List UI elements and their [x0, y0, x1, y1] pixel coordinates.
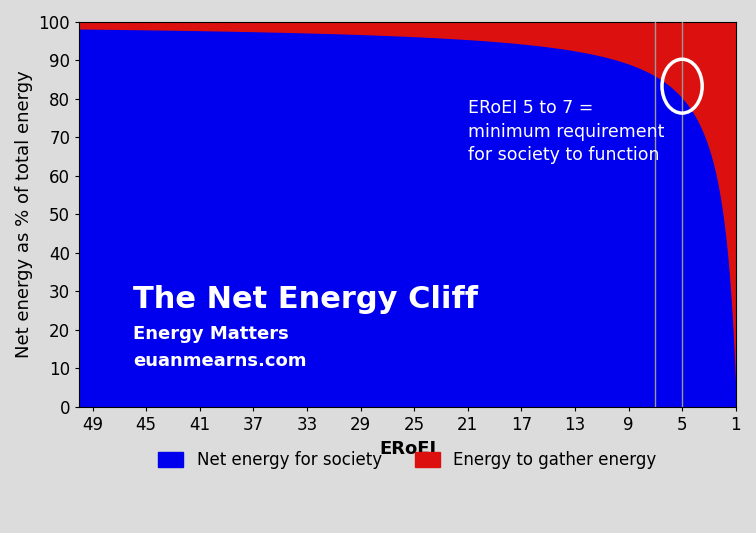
Text: ERoEI 5 to 7 =
minimum requirement
for society to function: ERoEI 5 to 7 = minimum requirement for s… — [468, 99, 664, 164]
Text: The Net Energy Cliff: The Net Energy Cliff — [133, 285, 478, 313]
Y-axis label: Net energy as % of total energy: Net energy as % of total energy — [15, 70, 33, 358]
Legend: Net energy for society, Energy to gather energy: Net energy for society, Energy to gather… — [152, 445, 663, 475]
X-axis label: ERoEI: ERoEI — [379, 440, 436, 457]
Text: euanmearns.com: euanmearns.com — [133, 352, 306, 370]
Text: Energy Matters: Energy Matters — [133, 325, 289, 343]
